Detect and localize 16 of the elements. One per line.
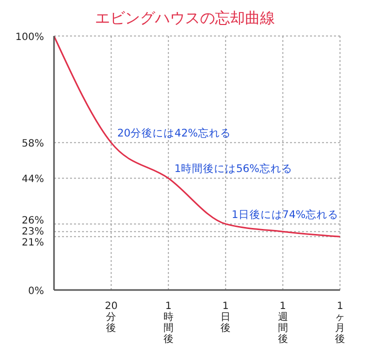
x-tick-label: 1週間後 [278, 301, 288, 345]
y-tick-label: 44% [22, 174, 44, 186]
x-tick-label: 1ヶ月後 [335, 301, 345, 345]
y-tick-label: 100% [15, 32, 44, 43]
y-tick-label: 21% [22, 238, 44, 249]
x-tick-label: 1時間後 [163, 301, 174, 345]
annotation: 1時間後には56%忘れる [174, 162, 292, 176]
x-tick-label: 1日後 [220, 301, 231, 334]
annotation: 1日後には74%忘れる [232, 208, 339, 221]
chart-title: エビングハウスの忘却曲線 [94, 8, 276, 28]
x-tick-label: 20分後 [104, 301, 118, 334]
y-tick-label: 26% [22, 216, 44, 227]
annotation: 20分後には42%忘れる [117, 126, 231, 140]
y-tick-label: 23% [22, 226, 44, 238]
y-tick-label: 58% [22, 138, 44, 150]
y-tick-label: 0% [28, 286, 44, 297]
